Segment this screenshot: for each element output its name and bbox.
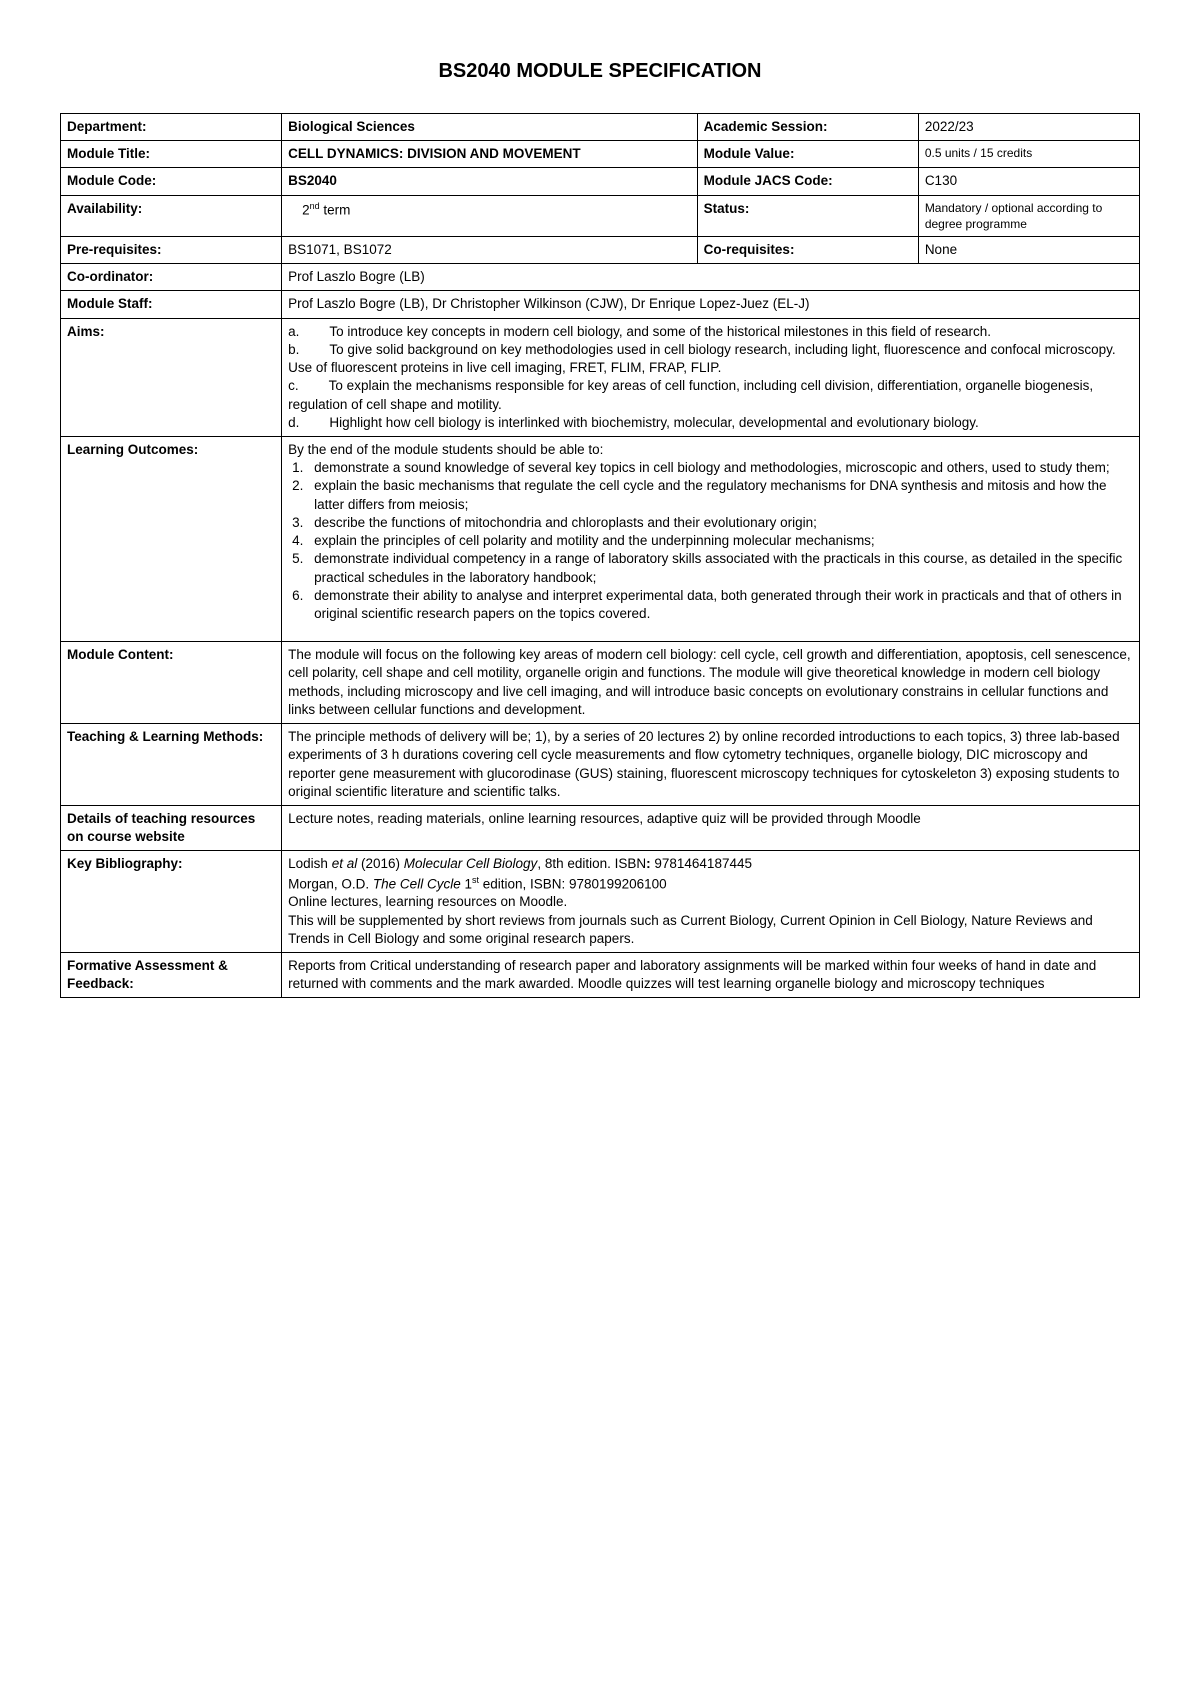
content-value: The module will focus on the following k…	[282, 642, 1140, 724]
availability-post: term	[320, 202, 351, 217]
aim-c-pre: c.	[288, 378, 299, 393]
outcome-3: describe the functions of mitochondria a…	[314, 514, 817, 532]
aim-d: Highlight how cell biology is interlinke…	[329, 415, 978, 430]
outcome-4: explain the principles of cell polarity …	[314, 532, 875, 550]
module-spec-table: Department: Biological Sciences Academic…	[60, 113, 1140, 998]
aims-value: a. To introduce key concepts in modern c…	[282, 318, 1140, 436]
module-title-label: Module Title:	[61, 141, 282, 168]
outcome-2: explain the basic mechanisms that regula…	[314, 477, 1133, 513]
website-value: Lecture notes, reading materials, online…	[282, 805, 1140, 850]
outcome-5: demonstrate individual competency in a r…	[314, 550, 1133, 586]
biblio-line3: Online lectures, learning resources on M…	[288, 893, 1133, 911]
formative-label: Formative Assessment & Feedback:	[61, 952, 282, 997]
coord-label: Co-ordinator:	[61, 264, 282, 291]
outcome-6-num: 6.	[288, 587, 314, 623]
teaching-value: The principle methods of delivery will b…	[282, 724, 1140, 806]
aim-a-pre: a.	[288, 324, 299, 339]
outcomes-intro: By the end of the module students should…	[288, 441, 1133, 459]
availability-pre: 2	[302, 202, 310, 217]
biblio-line2: Morgan, O.D. The Cell Cycle 1st edition,…	[288, 874, 1133, 894]
aim-a: To introduce key concepts in modern cell…	[329, 324, 991, 339]
prereq-label: Pre-requisites:	[61, 237, 282, 264]
availability-sup: nd	[310, 201, 320, 211]
availability-value: 2nd term	[282, 195, 698, 236]
outcome-1: demonstrate a sound knowledge of several…	[314, 459, 1109, 477]
coreq-label: Co-requisites:	[697, 237, 918, 264]
biblio-line1: Lodish et al (2016) Molecular Cell Biolo…	[288, 855, 1133, 873]
module-code-value: BS2040	[282, 168, 698, 195]
session-label: Academic Session:	[697, 114, 918, 141]
outcomes-label: Learning Outcomes:	[61, 437, 282, 642]
jacs-label: Module JACS Code:	[697, 168, 918, 195]
staff-label: Module Staff:	[61, 291, 282, 318]
module-title-value: CELL DYNAMICS: DIVISION AND MOVEMENT	[282, 141, 698, 168]
biblio-value: Lodish et al (2016) Molecular Cell Biolo…	[282, 851, 1140, 953]
module-value-label: Module Value:	[697, 141, 918, 168]
coord-value: Prof Laszlo Bogre (LB)	[282, 264, 1140, 291]
aim-c: To explain the mechanisms responsible fo…	[288, 378, 1093, 411]
outcome-6: demonstrate their ability to analyse and…	[314, 587, 1133, 623]
outcomes-value: By the end of the module students should…	[282, 437, 1140, 642]
outcome-1-num: 1.	[288, 459, 314, 477]
aim-b: To give solid background on key methodol…	[288, 342, 1115, 375]
prereq-value: BS1071, BS1072	[282, 237, 698, 264]
availability-label: Availability:	[61, 195, 282, 236]
outcome-5-num: 5.	[288, 550, 314, 586]
coreq-value: None	[918, 237, 1139, 264]
biblio-line4: This will be supplemented by short revie…	[288, 912, 1133, 948]
status-value: Mandatory / optional according to degree…	[918, 195, 1139, 236]
aims-label: Aims:	[61, 318, 282, 436]
outcome-2-num: 2.	[288, 477, 314, 513]
staff-value: Prof Laszlo Bogre (LB), Dr Christopher W…	[282, 291, 1140, 318]
module-code-label: Module Code:	[61, 168, 282, 195]
page-title: BS2040 MODULE SPECIFICATION	[60, 60, 1140, 83]
outcome-3-num: 3.	[288, 514, 314, 532]
aim-d-pre: d.	[288, 415, 299, 430]
module-value-value: 0.5 units / 15 credits	[918, 141, 1139, 168]
jacs-value: C130	[918, 168, 1139, 195]
department-label: Department:	[61, 114, 282, 141]
outcome-4-num: 4.	[288, 532, 314, 550]
website-label: Details of teaching resources on course …	[61, 805, 282, 850]
aim-b-pre: b.	[288, 342, 299, 357]
biblio-label: Key Bibliography:	[61, 851, 282, 953]
formative-value: Reports from Critical understanding of r…	[282, 952, 1140, 997]
status-label: Status:	[697, 195, 918, 236]
department-value: Biological Sciences	[282, 114, 698, 141]
content-label: Module Content:	[61, 642, 282, 724]
teaching-label: Teaching & Learning Methods:	[61, 724, 282, 806]
session-value: 2022/23	[918, 114, 1139, 141]
